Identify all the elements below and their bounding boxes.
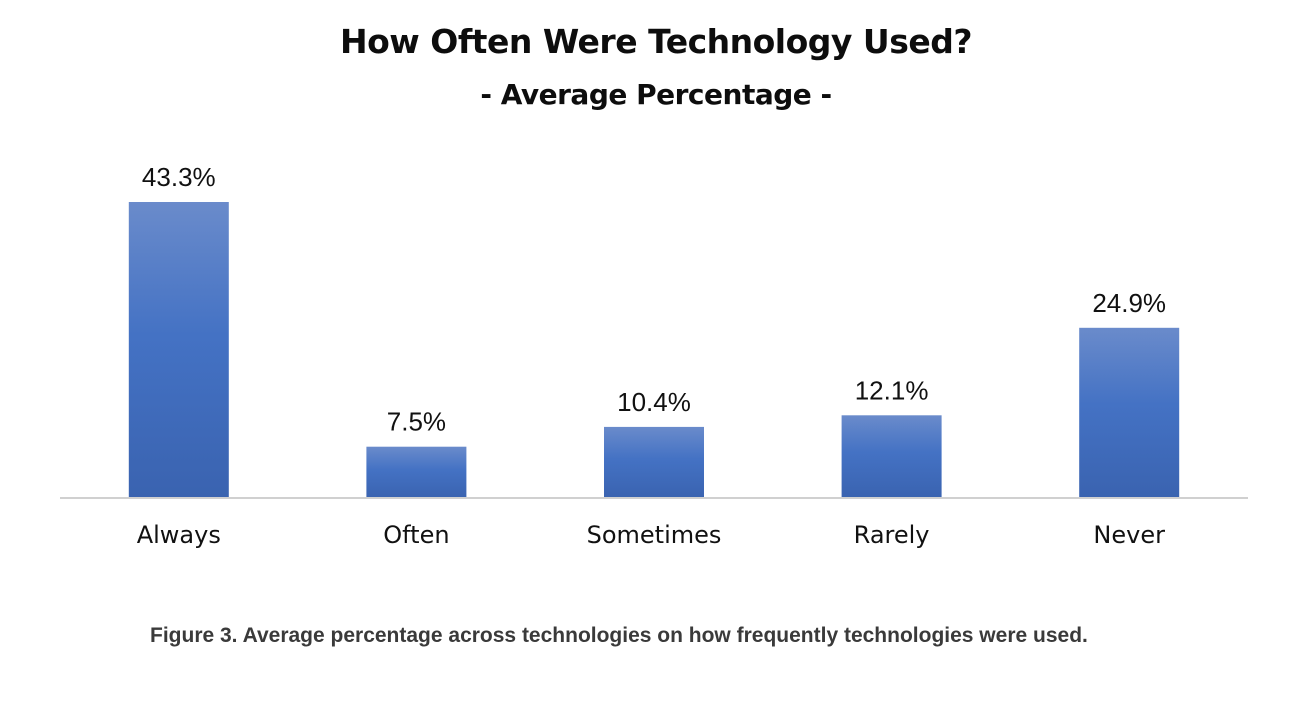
bar-never: [1079, 327, 1180, 498]
bar-often: [366, 446, 467, 498]
value-label-rarely: 12.1%: [855, 375, 929, 405]
bar-chart: 43.3% Always 7.5% Often 10.4% Sometimes 12.1% R…: [60, 162, 1248, 549]
labels-group: 43.3% Always 7.5% Often 10.4% Sometimes 12.1% R…: [137, 162, 1166, 549]
category-label-rarely: Rarely: [854, 521, 930, 549]
chart-subtitle: - Average Percentage -: [480, 78, 832, 111]
value-label-sometimes: 10.4%: [617, 387, 691, 417]
category-label-often: Often: [383, 521, 449, 549]
value-label-often: 7.5%: [387, 407, 446, 437]
category-label-sometimes: Sometimes: [587, 521, 722, 549]
bar-sometimes: [604, 426, 704, 498]
bar-always: [128, 202, 229, 498]
bars-group: [128, 202, 1180, 498]
value-label-always: 43.3%: [142, 162, 216, 192]
bar-rarely: [841, 415, 942, 498]
value-label-never: 24.9%: [1092, 288, 1166, 318]
figure-caption: Figure 3. Average percentage across tech…: [150, 624, 1088, 647]
category-label-never: Never: [1093, 521, 1165, 549]
category-label-always: Always: [137, 521, 221, 549]
chart-title: How Often Were Technology Used?: [340, 22, 972, 61]
